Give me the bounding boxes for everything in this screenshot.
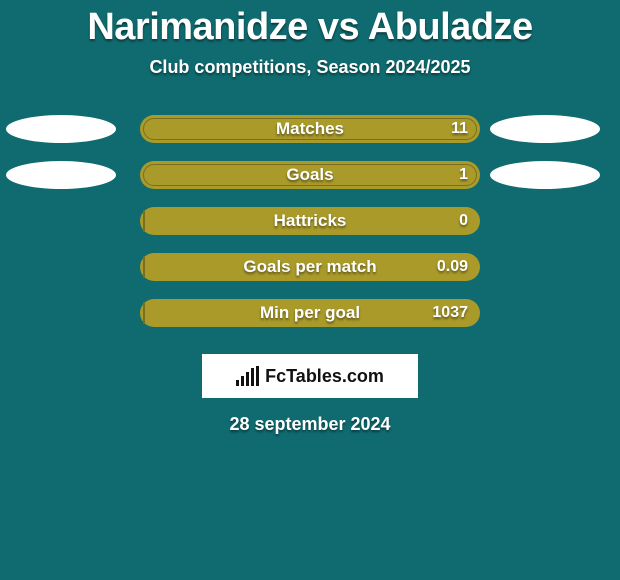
stat-label: Goals [140, 152, 480, 198]
stat-row: Min per goal1037 [0, 290, 620, 336]
stat-value: 0.09 [437, 244, 468, 290]
stat-label: Matches [140, 106, 480, 152]
stat-row: Matches11 [0, 106, 620, 152]
player-avatar-right [490, 161, 600, 189]
player-avatar-left [6, 161, 116, 189]
player-avatar-right [490, 115, 600, 143]
stat-label: Min per goal [140, 290, 480, 336]
comparison-card: Narimanidze vs Abuladze Club competition… [0, 0, 620, 580]
player-avatar-left [6, 115, 116, 143]
stat-row: Hattricks0 [0, 198, 620, 244]
stat-value: 0 [459, 198, 468, 244]
page-title: Narimanidze vs Abuladze [0, 0, 620, 49]
stat-row: Goals per match0.09 [0, 244, 620, 290]
logo-text: FcTables.com [265, 366, 384, 387]
stat-value: 1037 [432, 290, 468, 336]
stat-value: 11 [451, 106, 468, 152]
page-subtitle: Club competitions, Season 2024/2025 [0, 57, 620, 78]
barchart-icon [236, 366, 259, 386]
stat-value: 1 [459, 152, 468, 198]
stat-row: Goals1 [0, 152, 620, 198]
stat-label: Goals per match [140, 244, 480, 290]
stat-label: Hattricks [140, 198, 480, 244]
snapshot-date: 28 september 2024 [0, 414, 620, 435]
source-logo: FcTables.com [202, 354, 418, 398]
stats-table: Matches11Goals1Hattricks0Goals per match… [0, 106, 620, 336]
